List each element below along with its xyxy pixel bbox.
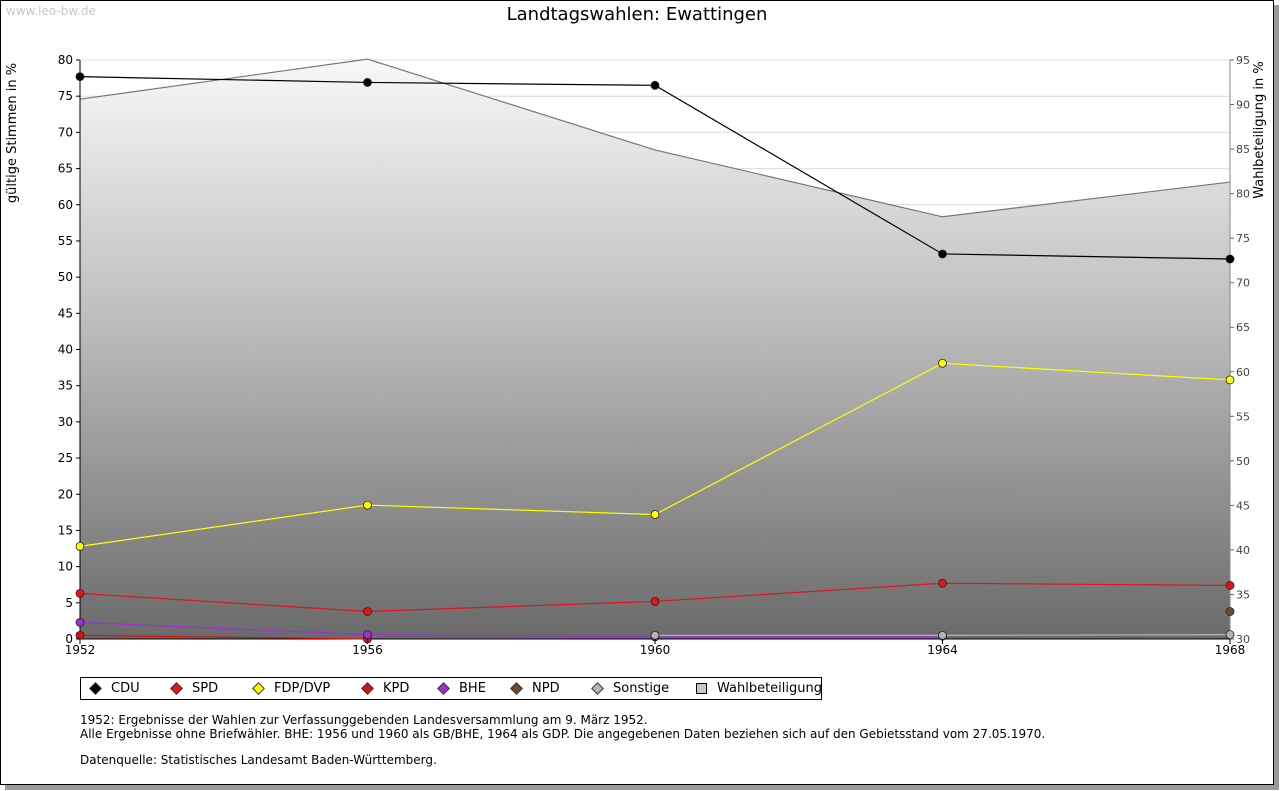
y2-axis-title: Wahlbeteiligung in % [1252, 61, 1267, 198]
y-tick-label: 10 [58, 560, 73, 574]
legend-marker-bhe [437, 682, 450, 695]
data-point-spd [363, 607, 372, 616]
y2-tick-label: 80 [1236, 188, 1250, 201]
data-point-spd [75, 589, 85, 598]
data-point-bhe [363, 630, 372, 640]
legend-label: Sonstige [613, 681, 670, 696]
y2-tick-label: 65 [1236, 321, 1250, 334]
legend-label: FDP/DVP [274, 681, 331, 696]
y2-tick-label: 50 [1236, 455, 1250, 468]
legend-label: NPD [532, 681, 560, 696]
legend-marker-npd [510, 682, 523, 695]
data-point-spd [938, 578, 947, 588]
data-point-spd [1225, 581, 1235, 590]
y2-tick-label: 35 [1236, 588, 1250, 601]
y-tick-label: 30 [58, 415, 73, 429]
x-tick-label: 1956 [352, 643, 383, 657]
y-tick-label: 45 [58, 306, 73, 320]
y2-tick-label: 55 [1236, 410, 1250, 423]
data-point-cdu [650, 80, 660, 90]
legend-label: SPD [192, 681, 219, 696]
legend-marker-kpd [361, 682, 374, 695]
note-1952: 1952: Ergebnisse der Wahlen zur Verfassu… [80, 713, 648, 727]
y2-tick-label: 90 [1236, 99, 1250, 112]
y-tick-label: 60 [58, 198, 73, 212]
series-line-kpd [79, 634, 368, 640]
y-tick-label: 80 [58, 53, 73, 67]
legend-marker-cdu [89, 682, 102, 695]
data-point-npd [1225, 607, 1235, 616]
data-point-fdp-dvp [363, 500, 372, 510]
y-tick-label: 0 [65, 632, 73, 646]
y-axis-title: gültige Stimmen in % [5, 63, 20, 203]
y-tick-label: 55 [58, 234, 73, 248]
y2-tick-label: 45 [1236, 499, 1250, 512]
y2-tick-label: 60 [1236, 366, 1250, 379]
data-point-kpd [75, 630, 85, 640]
turnout-area [80, 59, 1230, 639]
legend-marker-fdp-dvp [252, 682, 265, 695]
y-tick-label: 5 [65, 596, 73, 610]
data-point-cdu [75, 72, 85, 82]
y2-tick-label: 30 [1236, 633, 1250, 646]
y-tick-label: 40 [58, 343, 73, 357]
y-tick-label: 25 [58, 451, 73, 465]
data-point-cdu [1225, 254, 1235, 264]
x-tick-label: 1960 [640, 643, 671, 657]
legend-label: BHE [459, 681, 486, 696]
x-tick-label: 1968 [1215, 643, 1246, 657]
y-tick-label: 35 [58, 379, 73, 393]
y2-tick-label: 75 [1236, 232, 1250, 245]
legend-label: CDU [111, 681, 140, 696]
x-tick-label: 1964 [927, 643, 958, 657]
legend-label: KPD [383, 681, 410, 696]
turnout-line [79, 58, 1231, 218]
y-tick-label: 50 [58, 270, 73, 284]
legend: CDU SPD FDP/DVP KPD BHE NPD Sonstige Wahlbeteil… [80, 677, 822, 700]
data-point-bhe [75, 617, 85, 627]
y-tick-label: 20 [58, 487, 73, 501]
y2-tick-label: 85 [1236, 143, 1250, 156]
data-point-sonstige [1225, 630, 1235, 640]
data-point-cdu [363, 78, 372, 87]
data-source: Datenquelle: Statistisches Landesamt Bad… [80, 753, 437, 767]
data-point-fdp-dvp [938, 358, 947, 368]
y2-tick-label: 40 [1236, 544, 1250, 557]
note-briefwahl: Alle Ergebnisse ohne Briefwähler. BHE: 1… [80, 727, 1046, 741]
data-point-fdp-dvp [75, 541, 85, 551]
data-point-fdp-dvp [650, 510, 660, 519]
legend-marker-sonstige [591, 682, 604, 695]
data-point-fdp-dvp [1225, 375, 1235, 385]
y2-tick-label: 70 [1236, 277, 1250, 290]
legend-marker-wahlbeteiligung [696, 683, 707, 694]
data-point-sonstige [650, 630, 660, 640]
legend-label: Wahlbeteiligung [717, 681, 823, 696]
chart-title: Landtagswahlen: Ewattingen [507, 4, 768, 25]
y-tick-label: 15 [58, 523, 73, 537]
x-tick-label: 1952 [65, 643, 96, 657]
watermark: www.leo-bw.de [6, 4, 96, 18]
data-point-sonstige [938, 630, 947, 640]
y-tick-label: 75 [58, 89, 73, 103]
series-line-bhe [79, 621, 943, 638]
data-point-cdu [938, 249, 947, 259]
y2-tick-label: 95 [1236, 54, 1250, 67]
y-tick-label: 65 [58, 162, 73, 176]
data-point-spd [650, 596, 660, 606]
legend-marker-spd [170, 682, 183, 695]
y-tick-label: 70 [58, 125, 73, 139]
